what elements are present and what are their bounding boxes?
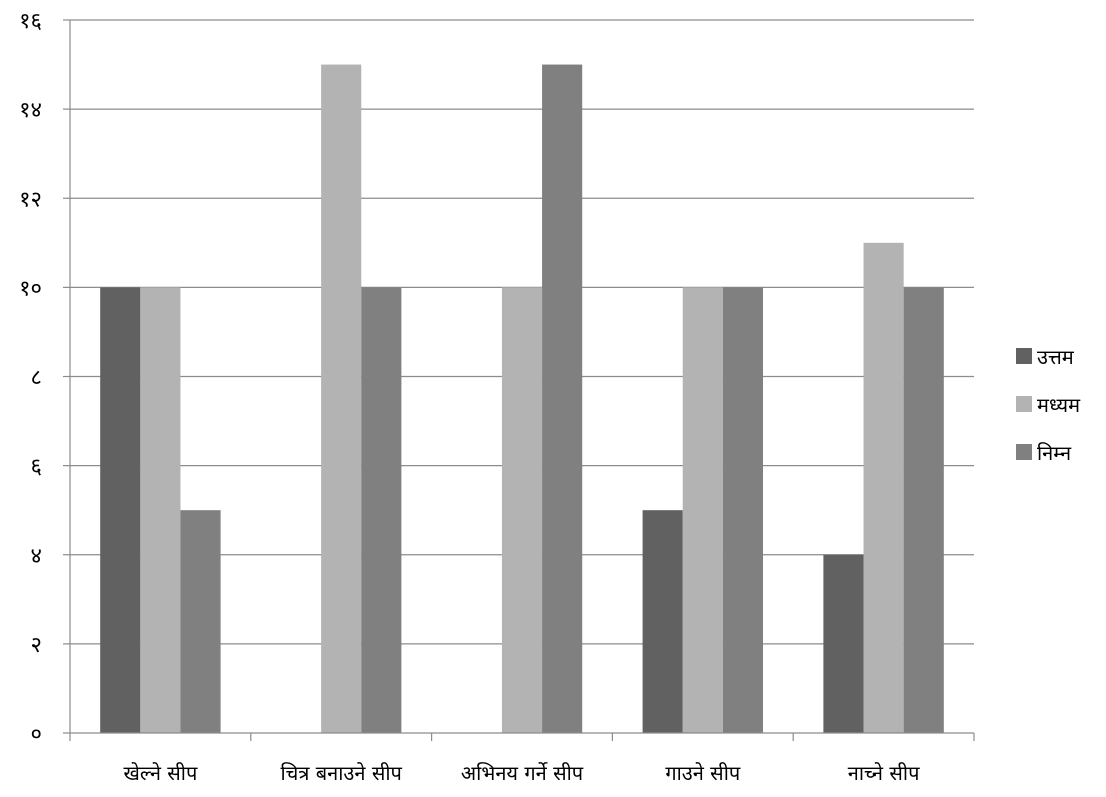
y-tick-label: ६ [31,455,42,480]
axes: ० २ ४ ६ ८ १० १२ १४ १६ खेल्ने सीप चित्र बनाउने सीप अ… [19,9,975,785]
x-tick-label: अभिनय गर्ने सीप [461,761,584,785]
legend-swatch [1016,348,1032,364]
bar [542,64,583,733]
legend-label: मध्यम [1037,393,1081,417]
y-tick-label: ४ [31,544,42,569]
bar [501,287,543,733]
bar [682,287,723,733]
legend-label: निम्न [1037,441,1072,465]
legend-swatch [1016,396,1032,412]
x-tick-label: खेल्ने सीप [123,761,198,785]
y-tick-label: १० [19,276,42,301]
bar [321,64,362,733]
y-tick-label: १६ [19,9,42,34]
bar [863,242,904,733]
y-tick-label: २ [31,633,42,658]
bar [722,287,764,733]
x-tick-label: नाच्ने सीप [848,761,920,785]
x-tick-label: गाउने सीप [665,761,741,785]
y-tick-label: १२ [19,187,42,212]
bar [642,510,683,733]
legend: उत्तम मध्यम निम्न [1016,345,1081,465]
y-tick-label: ० [31,722,42,747]
legend-swatch [1016,444,1032,460]
bar [903,287,944,733]
y-tick-label: ८ [31,366,42,391]
bar [180,510,221,733]
x-tick-label: चित्र बनाउने सीप [280,761,402,785]
bar [100,287,141,733]
bar [140,287,181,733]
bars [100,64,944,733]
legend-label: उत्तम [1037,345,1075,369]
bar [823,554,864,733]
bar [361,287,402,733]
y-tick-label: १४ [19,98,42,123]
